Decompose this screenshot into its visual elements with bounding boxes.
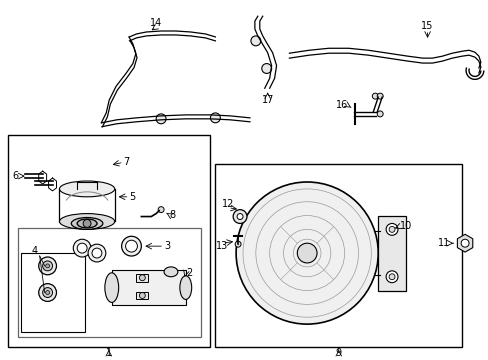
Circle shape xyxy=(388,226,394,232)
Circle shape xyxy=(139,275,145,281)
Circle shape xyxy=(139,293,145,298)
Bar xyxy=(377,216,405,291)
Text: 9: 9 xyxy=(335,348,341,358)
Bar xyxy=(18,228,200,337)
Circle shape xyxy=(236,182,377,324)
Circle shape xyxy=(77,243,87,253)
Circle shape xyxy=(386,224,397,235)
Circle shape xyxy=(237,213,243,220)
Circle shape xyxy=(45,291,49,294)
Text: 14: 14 xyxy=(150,18,162,28)
Ellipse shape xyxy=(77,220,97,228)
Bar xyxy=(21,253,85,332)
Ellipse shape xyxy=(164,267,178,277)
Circle shape xyxy=(45,264,49,268)
Ellipse shape xyxy=(180,276,191,300)
Text: 17: 17 xyxy=(261,95,273,105)
Text: 2: 2 xyxy=(185,268,192,278)
Text: 4: 4 xyxy=(32,246,38,256)
Text: 15: 15 xyxy=(421,21,433,31)
Bar xyxy=(136,292,148,300)
Text: 10: 10 xyxy=(399,221,411,231)
Circle shape xyxy=(386,271,397,283)
Circle shape xyxy=(73,239,91,257)
Text: 12: 12 xyxy=(222,199,234,209)
Ellipse shape xyxy=(60,213,115,229)
Circle shape xyxy=(210,113,220,123)
Circle shape xyxy=(39,284,57,301)
Circle shape xyxy=(388,274,394,280)
Bar xyxy=(8,135,210,347)
Text: 5: 5 xyxy=(129,192,136,202)
Ellipse shape xyxy=(104,273,119,302)
Text: 16: 16 xyxy=(336,100,348,110)
Bar xyxy=(136,274,148,282)
Circle shape xyxy=(376,93,383,99)
Text: 8: 8 xyxy=(169,210,175,220)
Circle shape xyxy=(83,220,91,228)
Circle shape xyxy=(233,210,246,224)
Circle shape xyxy=(235,241,241,247)
Circle shape xyxy=(376,111,383,117)
Text: 13: 13 xyxy=(216,241,228,251)
Bar xyxy=(215,164,461,347)
Bar xyxy=(112,270,185,305)
Text: 11: 11 xyxy=(437,238,449,248)
Text: 1: 1 xyxy=(105,348,112,358)
Circle shape xyxy=(92,248,102,258)
Ellipse shape xyxy=(60,181,115,197)
Circle shape xyxy=(122,236,141,256)
Text: 3: 3 xyxy=(164,241,170,251)
Circle shape xyxy=(156,114,166,124)
Circle shape xyxy=(125,240,137,252)
Circle shape xyxy=(297,243,316,263)
Text: 7: 7 xyxy=(123,157,130,167)
Circle shape xyxy=(158,207,164,213)
Circle shape xyxy=(261,64,271,73)
Ellipse shape xyxy=(71,217,102,229)
Circle shape xyxy=(250,36,260,46)
Circle shape xyxy=(42,261,52,271)
Ellipse shape xyxy=(77,219,97,228)
Text: 6: 6 xyxy=(12,171,18,181)
Circle shape xyxy=(42,288,52,297)
Circle shape xyxy=(88,244,105,262)
Circle shape xyxy=(39,257,57,275)
Circle shape xyxy=(371,93,377,99)
Circle shape xyxy=(460,239,468,247)
